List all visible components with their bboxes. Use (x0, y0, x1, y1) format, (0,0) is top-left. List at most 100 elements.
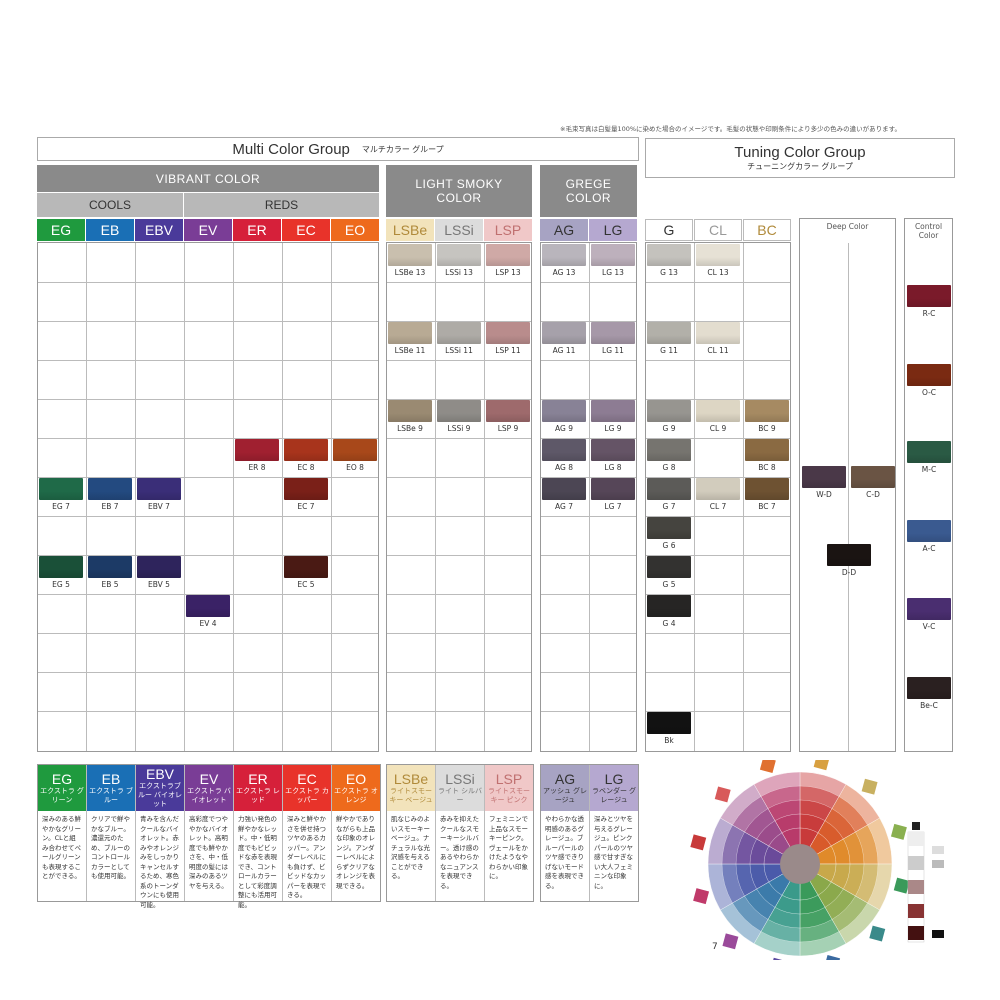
wheel-chip (721, 932, 740, 951)
swatch-g-5 (647, 556, 691, 578)
description-lssi: LSSi ライト シルバー 赤みを抑えたクールなスモーキーシルバー。透け感のあるやわ… (436, 765, 485, 901)
description-code: EO (345, 770, 367, 787)
grid-row-divider (541, 711, 636, 712)
swatch-label: ER 8 (248, 463, 266, 472)
swatch-label: LSP 13 (495, 268, 521, 277)
column-header-eo: EO (331, 219, 379, 241)
description-text: 赤みを抑えたクールなスモーキーシルバー。透け感のあるやわらかなニュアンスを表現で… (440, 815, 479, 890)
deep-color-label: Deep Color (826, 222, 869, 231)
swatch-label: EBV 7 (148, 502, 170, 511)
description-text: 肌なじみのよいスモーキーベージュ。ナチュラルな光沢感を与えることができる。 (391, 815, 430, 880)
swatch-ec-7 (284, 478, 328, 500)
wheel-center (780, 844, 820, 884)
swatch-label: G 7 (662, 502, 676, 511)
description-code: LG (604, 770, 624, 787)
grid-row-divider (646, 516, 790, 517)
grid-column-divider (435, 243, 436, 751)
description-lsp: LSP ライトスモーキー ピンク フェミニンで上品なスモーキーピンク。ヴェールをかけ… (485, 765, 533, 901)
description-box: LSBe ライトスモーキー ベージュ 肌なじみのよいスモーキーベージュ。ナチュラルな… (386, 764, 534, 902)
tuning-grid (645, 242, 791, 752)
wheel-chip (812, 760, 831, 772)
grid-column-divider (331, 243, 332, 751)
swatch-g-4 (647, 595, 691, 617)
description-code: LSP (495, 770, 523, 787)
swatch-label: EV 4 (199, 619, 217, 628)
swatch-lg-9 (591, 400, 635, 422)
description-eo: EO エクストラ オレンジ 鮮やかでありながらも上品な印象のオレンジ。アンダーレベル… (332, 765, 380, 901)
grid-row-divider (38, 477, 378, 478)
grid-row-divider (387, 555, 531, 556)
description-box: AG アッシュ グレージュ やわらかな透明感のあるグレージュ。ブルーパールのツヤ感で… (540, 764, 639, 902)
description-text: 青みを含んだクールなバイオレット。赤みやオレンジみをしっかりキャンセルするため、… (140, 815, 179, 909)
grid-row-divider (541, 399, 636, 400)
description-code: AG (554, 770, 576, 787)
reds-band: REDS (184, 193, 379, 217)
swatch-label: AG 11 (552, 346, 576, 355)
grid-row-divider (387, 321, 531, 322)
swatch-label: EG 7 (52, 502, 70, 511)
grid-row-divider (541, 633, 636, 634)
swatch-ag-9 (542, 400, 586, 422)
swatch-label: LSP 11 (495, 346, 521, 355)
grid-row-divider (646, 321, 790, 322)
swatch-lsp-11 (486, 322, 530, 344)
smoky-grid (386, 242, 532, 752)
deep-divider (848, 243, 849, 751)
swatch-label: G 5 (662, 580, 676, 589)
description-name: ライトスモーキー ピンク (488, 787, 530, 804)
column-header-eg: EG (37, 219, 85, 241)
description-text: 鮮やかでありながらも上品な印象のオレンジ。アンダーレベルによらずクリアなオレンジ… (336, 815, 375, 890)
swatch-bk (647, 712, 691, 734)
grid-row-divider (38, 594, 378, 595)
grid-row-divider (646, 360, 790, 361)
swatch-label: LG 13 (602, 268, 624, 277)
swatch-label: EG 5 (52, 580, 70, 589)
swatch-lssi-9 (437, 400, 481, 422)
swatch-er-8 (235, 439, 279, 461)
swatch-g-6 (647, 517, 691, 539)
column-header-ag: AG (540, 219, 588, 241)
grid-column-divider (233, 243, 234, 751)
column-header-eb: EB (86, 219, 134, 241)
description-code: EB (101, 770, 121, 787)
swatch-label: CL 7 (709, 502, 727, 511)
swatch-cl-7 (696, 478, 740, 500)
swatch-eg-5 (39, 556, 83, 578)
description-ev: EV エクストラ バイオレット 高彩度でつややかなバイオレット。高明度でも鮮やかさを… (185, 765, 234, 901)
description-code: LSBe (393, 770, 429, 787)
swatch-lg-8 (591, 439, 635, 461)
swatch-eo-8 (333, 439, 377, 461)
swatch-ag-7 (542, 478, 586, 500)
grid-row-divider (387, 282, 531, 283)
grid-row-divider (646, 633, 790, 634)
swatch-label: LSBe 9 (397, 424, 423, 433)
swatch-label: BC 8 (758, 463, 776, 472)
swatch-label: LSSi 13 (445, 268, 473, 277)
grid-column-divider (589, 243, 590, 751)
description-text: 深みとツヤを与えるグレージュ。ピンクパールのツヤ感で甘すぎない大人フェミニンな印… (594, 815, 633, 890)
grid-row-divider (646, 555, 790, 556)
swatch-ag-13 (542, 244, 586, 266)
deep-color-column: Deep Color (799, 218, 896, 752)
description-code: EV (199, 770, 219, 787)
control-color-label: Control Color (914, 222, 943, 240)
description-name: エクストラ レッド (236, 787, 280, 804)
column-header-lg: LG (589, 219, 637, 241)
swatch-cl-13 (696, 244, 740, 266)
swatch-lsp-13 (486, 244, 530, 266)
column-header-lsbe: LSBe (386, 219, 434, 241)
swatch-g-9 (647, 400, 691, 422)
light-smoky-band: LIGHT SMOKY COLOR (386, 165, 532, 217)
grid-row-divider (646, 399, 790, 400)
grid-row-divider (38, 438, 378, 439)
grid-row-divider (387, 594, 531, 595)
swatch-label: EC 7 (297, 502, 315, 511)
swatch-g-7 (647, 478, 691, 500)
grid-column-divider (86, 243, 87, 751)
grid-column-divider (184, 243, 185, 751)
page-number: 7 (712, 942, 718, 952)
swatch-a-c (907, 520, 951, 542)
grid-row-divider (38, 555, 378, 556)
swatch-label: CL 11 (707, 346, 729, 355)
swatch-lg-7 (591, 478, 635, 500)
